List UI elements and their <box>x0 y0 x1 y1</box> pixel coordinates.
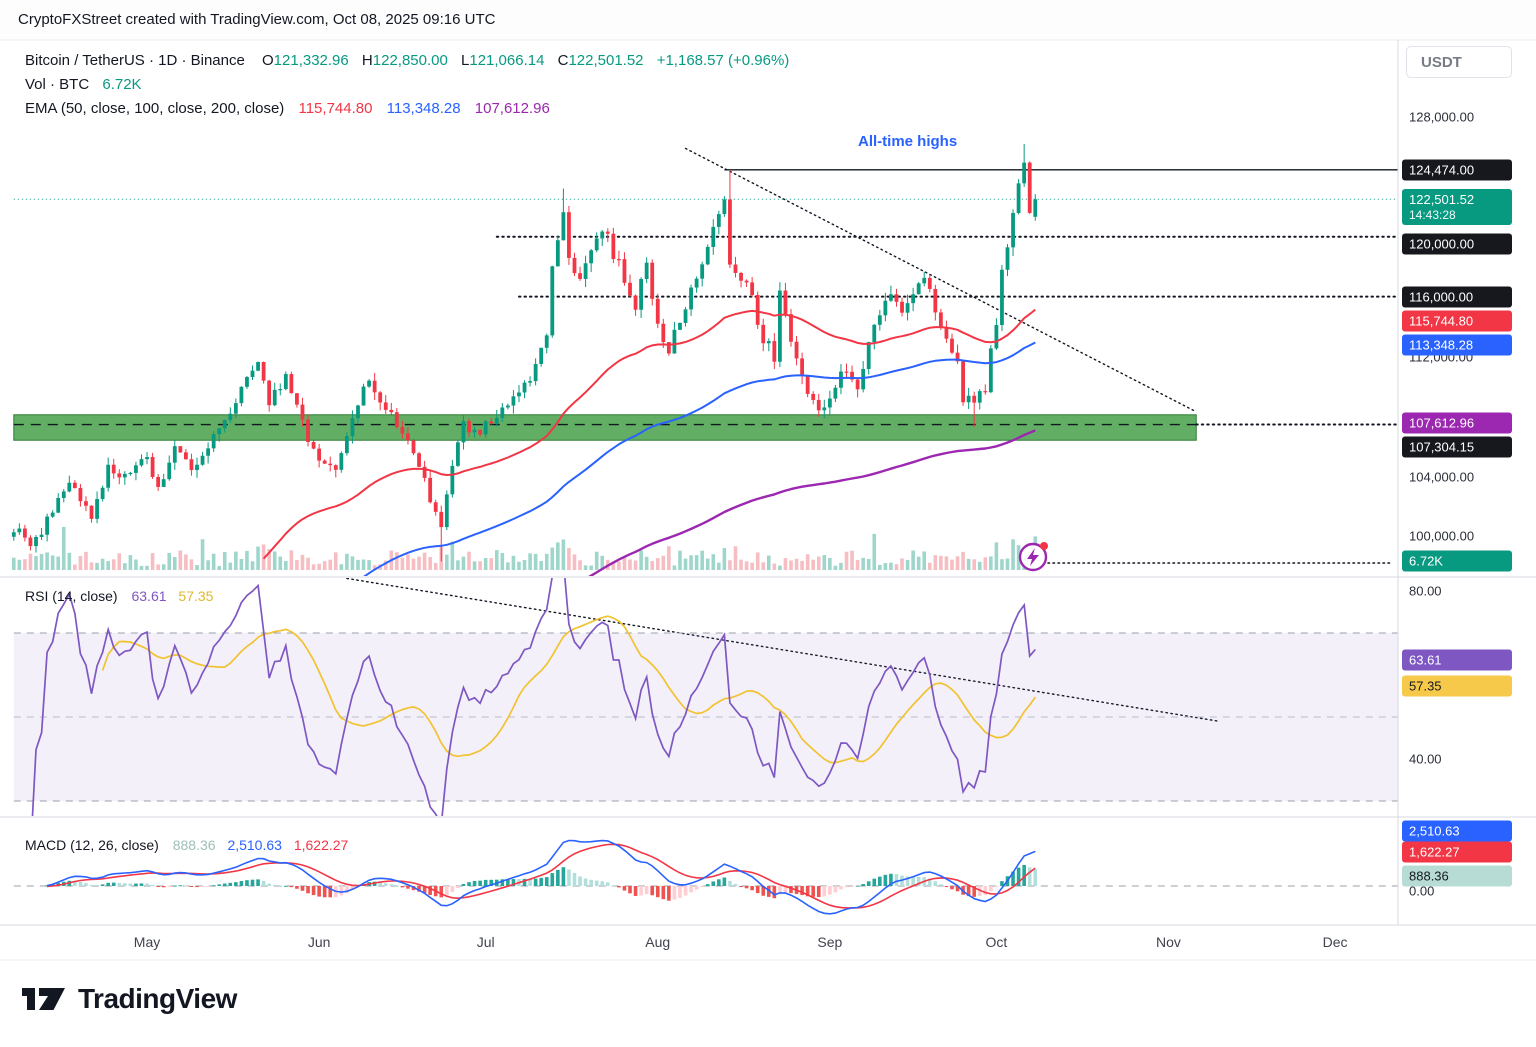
time-axis-label-jun: Jun <box>307 934 331 950</box>
macd-histogram <box>45 864 1038 901</box>
macd-line[interactable] <box>46 839 1036 915</box>
ema50-value: 115,744.80 <box>298 100 373 117</box>
ema-200-line[interactable] <box>575 429 1036 585</box>
footer: TradingView <box>22 981 237 1017</box>
symbol-legend: Bitcoin / TetherUS · 1D · Binance O121,3… <box>25 52 789 69</box>
axis-badge: 113,348.28 <box>1402 334 1512 356</box>
macd-line-value: 2,510.63 <box>227 837 282 853</box>
close-value: 122,501.52 <box>568 52 644 69</box>
attribution-bar: CryptoFXStreet created with TradingView.… <box>0 0 1536 40</box>
time-axis-label-dec: Dec <box>1322 934 1348 950</box>
flash-icon[interactable] <box>1018 542 1048 572</box>
time-axis-label-oct: Oct <box>985 934 1008 950</box>
axis-tick: 104,000.00 <box>1409 469 1475 485</box>
axis-tick: 128,000.00 <box>1409 109 1475 125</box>
time-axis-label-sep: Sep <box>817 934 843 950</box>
price-axis[interactable]: USDT 128,000.00 112,000.00 104,000.00 100,0… <box>1398 40 1536 925</box>
attribution-text: CryptoFXStreet created with TradingView.… <box>18 11 496 28</box>
ema200-value: 107,612.96 <box>474 100 550 117</box>
axis-badge: 57.35 <box>1402 675 1512 697</box>
time-axis[interactable]: May Jun Jul Aug Sep Oct Nov Dec <box>0 925 1536 960</box>
price-pane <box>11 143 1398 585</box>
axis-badge: 115,744.80 <box>1402 310 1512 332</box>
time-axis-label-jul: Jul <box>476 934 495 950</box>
rsi-title: RSI (14, close) <box>25 588 118 604</box>
symbol-title[interactable]: Bitcoin / TetherUS · 1D · Binance <box>25 52 245 69</box>
ema-50-line[interactable] <box>262 308 1036 560</box>
change-value: +1,168.57 (+0.96%) <box>656 52 790 69</box>
axis-tick: 0.00 <box>1409 883 1435 899</box>
currency-toggle-button[interactable]: USDT <box>1406 46 1512 78</box>
axis-badge: 107,304.15 <box>1402 436 1512 458</box>
axis-badge: 120,000.00 <box>1402 233 1512 255</box>
low-label: L <box>461 52 470 69</box>
rsi-legend: RSI (14, close) 63.61 57.35 <box>25 588 213 604</box>
volume-value: 6.72K <box>102 76 142 93</box>
macd-pane <box>13 839 1398 915</box>
axis-tick: 100,000.00 <box>1409 528 1475 544</box>
macd-title: MACD (12, 26, close) <box>25 837 159 853</box>
ath-annotation: All-time highs <box>858 133 958 150</box>
time-axis-label-nov: Nov <box>1156 934 1181 950</box>
macd-signal-value: 1,622.27 <box>293 837 349 853</box>
high-label: H <box>361 52 373 69</box>
rsi-ma-line[interactable] <box>101 615 1036 764</box>
axis-badge: 124,474.00 <box>1402 159 1512 181</box>
high-value: 122,850.00 <box>372 52 448 69</box>
close-label: C <box>557 52 569 69</box>
trendline[interactable] <box>346 578 1220 722</box>
axis-badge: 888.36 <box>1402 865 1512 887</box>
open-label: O <box>262 52 274 69</box>
time-axis-label-may: May <box>133 934 161 950</box>
axis-tick: 40.00 <box>1409 751 1442 767</box>
rsi-line[interactable] <box>31 561 1036 854</box>
rsi-value: 63.61 <box>131 588 167 604</box>
axis-badge: 63.61 <box>1402 649 1512 671</box>
axis-badge: 116,000.00 <box>1402 286 1512 308</box>
open-value: 121,332.96 <box>273 52 349 69</box>
axis-tick: 80.00 <box>1409 583 1442 599</box>
supply-zone[interactable] <box>13 414 1197 441</box>
axis-badge: 2,510.63 <box>1402 820 1512 842</box>
macd-hist-value: 888.36 <box>172 837 216 853</box>
volume-legend: Vol · BTC 6.72K <box>25 76 142 93</box>
trendline[interactable] <box>684 147 1197 413</box>
ema-legend: EMA (50, close, 100, close, 200, close) … <box>25 100 550 117</box>
macd-legend: MACD (12, 26, close) 888.36 2,510.63 1,6… <box>25 837 348 853</box>
current-price-badge: 122,501.52 14:43:28 <box>1402 189 1512 225</box>
rsi-ma-value: 57.35 <box>178 588 214 604</box>
axis-badge: 6.72K <box>1402 550 1512 572</box>
ema100-value: 113,348.28 <box>386 100 461 117</box>
low-value: 121,066.14 <box>469 52 545 69</box>
time-axis-label-aug: Aug <box>645 934 671 950</box>
candles <box>11 143 1038 562</box>
tradingview-logo-icon[interactable] <box>22 981 66 1017</box>
volume-bars <box>12 526 1038 570</box>
ema-label: EMA (50, close, 100, close, 200, close) <box>25 100 285 117</box>
tradingview-wordmark[interactable]: TradingView <box>78 983 237 1014</box>
rsi-pane <box>13 561 1398 854</box>
axis-badge: 107,612.96 <box>1402 412 1512 434</box>
ema-100-line[interactable] <box>363 341 1036 578</box>
volume-label: Vol · BTC <box>25 76 90 93</box>
axis-badge: 1,622.27 <box>1402 841 1512 863</box>
